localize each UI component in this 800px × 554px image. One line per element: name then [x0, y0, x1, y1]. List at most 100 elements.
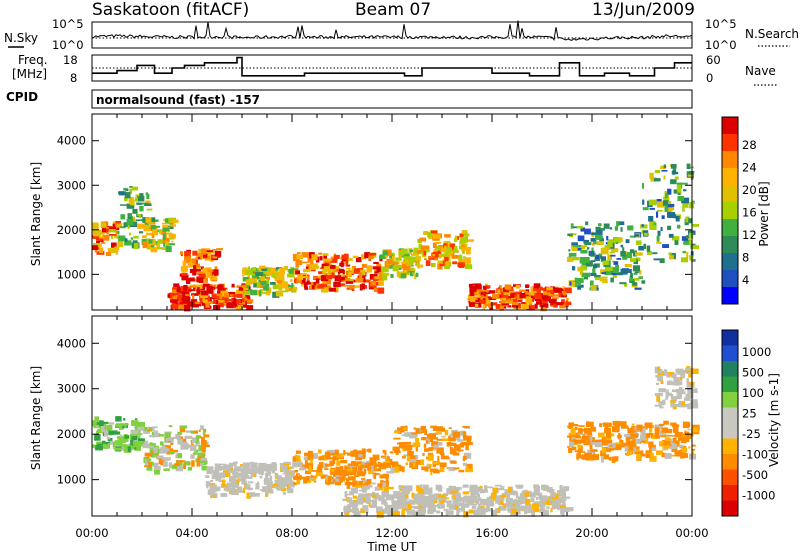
vel-cells-cell: [494, 495, 499, 500]
power-cells-cell: [155, 229, 160, 233]
vel-cells-cell: [430, 469, 433, 476]
vel-cells-cell: [462, 484, 469, 488]
power-cells-cell: [111, 234, 114, 239]
vel-cells-cell: [556, 490, 563, 497]
vel-cells-cell: [373, 473, 380, 475]
power-cells-cell: [534, 303, 538, 309]
vel-cells-cell: [639, 453, 646, 457]
power-cells-cell: [184, 251, 191, 257]
vel-cells-cell: [670, 438, 673, 445]
vel-cells-cell: [250, 472, 257, 478]
vel-cells-cell: [264, 477, 270, 481]
power-cells-cell: [192, 294, 195, 299]
vel-cells-cell: [516, 493, 519, 499]
power-cells-cell: [415, 272, 419, 277]
vel-cells-cell: [498, 505, 506, 511]
power-cells-cell: [101, 240, 104, 243]
vel-cells-cell: [360, 508, 365, 514]
vel-cells-cell: [398, 428, 405, 432]
power-cells-cell: [299, 273, 308, 276]
power-cells-cell: [616, 221, 620, 227]
vel-cells-cell: [632, 438, 636, 444]
vel-cells-cell: [475, 499, 479, 504]
vel-cells-cell: [213, 470, 220, 476]
power-cells-cell: [446, 247, 452, 254]
vel-cells-cell: [429, 487, 433, 494]
power-cells-cell: [418, 243, 422, 250]
vel-cells-cell: [509, 490, 515, 496]
vel-cells-cell: [409, 455, 416, 460]
power-cells-cell: [106, 232, 110, 235]
vel-cells-cell: [428, 466, 431, 469]
power-cells-cell: [139, 193, 144, 198]
power-cells-cell: [197, 287, 200, 293]
vel-cells-cell: [685, 393, 692, 396]
vel-cells-cell: [448, 427, 452, 429]
power-cells-cell: [606, 235, 609, 241]
power-cells-cell: [525, 291, 529, 295]
vel-cells-cell: [401, 488, 409, 495]
vel-cells-cell: [163, 461, 168, 467]
vel-cells-cell: [401, 491, 409, 499]
power-cells-cell: [168, 233, 173, 238]
power-cells-cell: [292, 253, 299, 259]
vel-cells-cell: [466, 463, 473, 471]
power-cells-cell: [667, 212, 675, 218]
vel-cells-cell: [411, 432, 417, 435]
power-cells-cell: [610, 248, 619, 253]
vel-cells-cell: [367, 484, 370, 490]
power-cells-cell: [649, 225, 657, 230]
vel-cells-cell: [663, 434, 670, 437]
power-cells-cell: [186, 277, 191, 284]
vel-cells-cell: [159, 447, 168, 454]
power-cells-cell: [120, 204, 127, 206]
power-cells-cell: [133, 235, 139, 239]
power-cells-cell: [464, 232, 468, 237]
power-cells-cell: [163, 240, 166, 247]
vel-cells-cell: [375, 493, 379, 498]
power-cells-cell: [581, 257, 590, 263]
power-cells-cell: [247, 266, 251, 270]
power-cells-cell: [138, 214, 141, 219]
vel-cells-cell: [568, 449, 573, 453]
vel-cells-cell: [438, 489, 443, 492]
vel-cells-cell: [138, 429, 141, 433]
power-cells-cell: [96, 240, 101, 244]
vel-cells-cell: [577, 444, 582, 449]
power-cells-cell: [662, 244, 669, 248]
vel-cells-cell: [326, 483, 330, 486]
power-cells-cell: [440, 253, 448, 257]
vel-cells-cell: [393, 503, 402, 510]
vel-cells-cell: [683, 397, 691, 401]
velocity-colorbar-swatch: [722, 407, 738, 424]
power-cells-cell: [132, 208, 138, 214]
power-cells-cell: [485, 285, 491, 289]
power-cells-cell: [179, 251, 183, 255]
power-colorbar-label: Power [dB]: [757, 181, 771, 246]
vel-cells-cell: [668, 392, 672, 397]
vel-cells-cell: [124, 435, 130, 439]
power-cells-cell: [206, 250, 212, 255]
vel-cells-cell: [554, 500, 561, 507]
power-cells-cell: [361, 263, 367, 268]
vel-cells-cell: [462, 491, 470, 495]
vel-cells-cell: [296, 461, 303, 467]
power-cells-cell: [691, 259, 696, 262]
vel-cells-cell: [361, 479, 370, 483]
vel-cells-cell: [215, 486, 221, 492]
vel-cells-cell: [643, 437, 649, 444]
power-cells-cell: [433, 248, 438, 253]
vel-cells-cell: [441, 438, 449, 441]
power-cells-cell: [528, 292, 536, 296]
power-cells-cell: [292, 287, 298, 291]
vel-cells-cell: [353, 475, 359, 477]
ytick-label: 1000: [57, 267, 86, 281]
power-cells-cell: [581, 260, 589, 266]
vel-cells-cell: [234, 483, 239, 488]
vel-cells-cell: [376, 464, 384, 467]
power-cells-cell: [107, 248, 116, 253]
power-cells-cell: [534, 291, 538, 294]
power-cells-cell: [685, 216, 690, 223]
vel-cells-cell: [391, 500, 398, 507]
power-cells-cell: [615, 265, 619, 271]
